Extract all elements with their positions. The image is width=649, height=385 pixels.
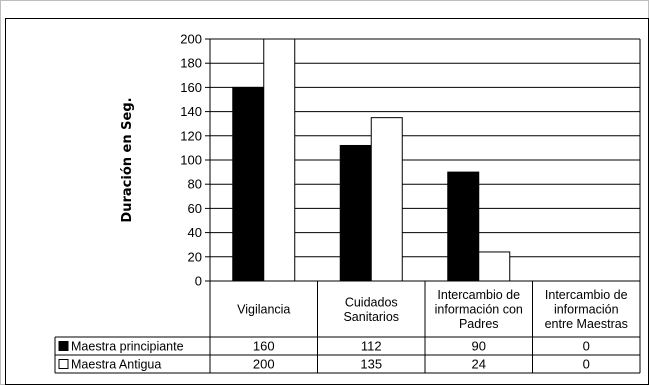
category-label-line: Padres	[459, 317, 499, 331]
data-value: 0	[583, 357, 590, 372]
y-tick-label: 160	[180, 80, 202, 95]
category-label-line: Intercambio de	[437, 288, 520, 302]
bar	[370, 117, 403, 282]
bar	[478, 251, 511, 282]
bar	[447, 171, 480, 282]
y-tick-label: 180	[180, 56, 202, 71]
y-tick-label: 140	[180, 104, 202, 119]
data-value: 112	[361, 339, 382, 354]
y-axis-label: Duración en Seg.	[120, 97, 135, 222]
data-value: 200	[253, 357, 275, 372]
y-tick-label: 200	[180, 32, 202, 47]
category-label-line: Intercambio de	[545, 288, 628, 302]
category-label: Intercambio de información entre Maestras	[545, 288, 628, 331]
y-tick-label: 20	[188, 249, 202, 264]
category-label-line: entre Maestras	[545, 317, 628, 331]
category-label-line: Vigilancia	[237, 303, 290, 317]
data-value: 160	[253, 339, 275, 354]
legend-swatch	[58, 341, 69, 351]
y-tick-label: 60	[188, 201, 202, 216]
data-table: Vigilancia Cuidados Sanitarios Intercambio …	[54, 280, 641, 374]
category-label: Cuidados Sanitarios	[343, 295, 399, 324]
y-tick-label: 100	[180, 153, 202, 168]
y-tick-label: 0	[195, 274, 202, 289]
bar	[232, 86, 265, 282]
category-label: Vigilancia	[237, 303, 290, 317]
y-tick-label: 120	[180, 128, 202, 143]
y-tick-label: 80	[188, 177, 202, 192]
legend-label: Maestra Antigua	[71, 358, 161, 372]
category-label-line: Cuidados	[345, 295, 398, 309]
y-axis-ticks: 0 20 40 60 80 100 120 140 160 180 200	[180, 32, 210, 289]
data-value: 90	[472, 339, 486, 354]
legend-swatch	[58, 359, 69, 369]
legend-label: Maestra principiante	[71, 340, 184, 354]
y-tick-label: 40	[188, 225, 202, 240]
data-value: 135	[360, 357, 382, 372]
category-label-line: información con	[435, 303, 523, 317]
category-label-line: información	[554, 303, 619, 317]
data-value: 0	[583, 339, 590, 354]
data-value: 24	[472, 357, 486, 372]
bars	[232, 38, 511, 282]
bar	[339, 144, 372, 282]
category-label-line: Sanitarios	[343, 310, 399, 324]
bar	[263, 38, 296, 282]
category-label: Intercambio de información con Padres	[435, 288, 523, 331]
